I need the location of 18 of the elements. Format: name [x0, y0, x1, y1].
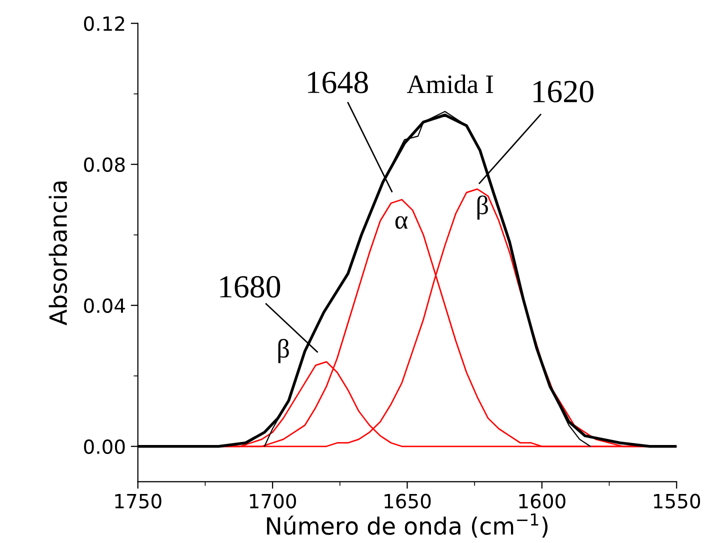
y-tick-label: 0.12	[84, 16, 124, 32]
x-tick-label: 1700	[250, 494, 296, 508]
annotation: Amida I	[406, 74, 494, 94]
x-tick-label: 1550	[654, 494, 700, 508]
x-tick-label: 1600	[519, 494, 566, 508]
annotation: β	[278, 338, 289, 364]
y-tick-label: 0.08	[84, 157, 125, 172]
annotation: 1680	[220, 276, 280, 298]
y-tick-label: 0.00	[84, 439, 125, 454]
annotation: 1648	[308, 72, 368, 94]
y-axis-title: Absorbancia	[48, 182, 68, 326]
annotation: β	[477, 195, 488, 220]
x-tick-label: 1750	[115, 494, 162, 508]
annotation: α	[395, 216, 408, 229]
x-tick-label: 1650	[384, 494, 431, 508]
x-axis-title: Número de onda (cm$^{−1}$)	[267, 513, 548, 538]
y-tick-label: 0.04	[84, 298, 125, 314]
annotation: 1620	[534, 80, 594, 102]
